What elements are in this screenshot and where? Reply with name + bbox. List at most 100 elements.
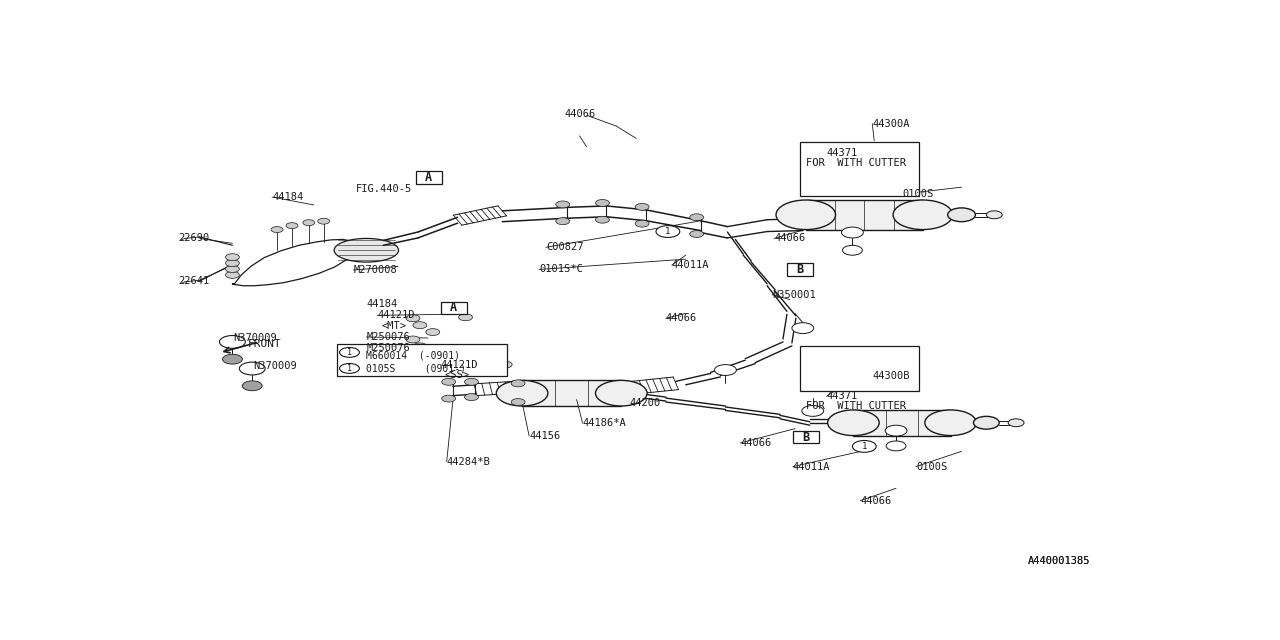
Circle shape <box>225 260 239 266</box>
Circle shape <box>225 266 239 273</box>
Circle shape <box>925 410 977 436</box>
Text: A: A <box>451 301 457 314</box>
Circle shape <box>511 380 525 387</box>
Text: A: A <box>425 172 433 184</box>
Circle shape <box>497 380 548 406</box>
Text: 44284*B: 44284*B <box>447 457 490 467</box>
Circle shape <box>458 314 472 321</box>
Text: M660014  (-0901): M660014 (-0901) <box>366 350 461 360</box>
Text: 44371: 44371 <box>827 148 858 158</box>
Bar <box>337 344 507 376</box>
Circle shape <box>225 271 239 278</box>
Text: 22641: 22641 <box>178 276 209 286</box>
Circle shape <box>801 406 823 417</box>
Circle shape <box>886 425 908 436</box>
Circle shape <box>987 211 1002 219</box>
Text: <MT>: <MT> <box>381 321 406 331</box>
Text: M270008: M270008 <box>353 265 397 275</box>
Text: 1: 1 <box>666 227 671 236</box>
Circle shape <box>426 349 440 356</box>
Text: M250076: M250076 <box>366 332 410 342</box>
Circle shape <box>595 380 648 406</box>
Text: 44186*A: 44186*A <box>582 418 626 428</box>
Text: C00827: C00827 <box>545 243 584 252</box>
Bar <box>440 301 466 314</box>
Circle shape <box>714 365 736 376</box>
Text: <SS>: <SS> <box>444 371 470 380</box>
Text: 44300A: 44300A <box>872 118 910 129</box>
Text: FOR  WITH CUTTER: FOR WITH CUTTER <box>806 158 906 168</box>
Text: FOR  WITH CUTTER: FOR WITH CUTTER <box>806 401 906 411</box>
Circle shape <box>842 245 863 255</box>
Text: N370009: N370009 <box>233 333 278 344</box>
Circle shape <box>1009 419 1024 427</box>
Text: 44011A: 44011A <box>672 260 709 270</box>
Circle shape <box>220 335 246 348</box>
Circle shape <box>657 226 680 237</box>
Bar <box>806 200 923 230</box>
Circle shape <box>595 216 609 223</box>
Bar <box>792 431 819 444</box>
Circle shape <box>442 378 456 385</box>
Text: 44066: 44066 <box>774 234 805 243</box>
Text: 0100S: 0100S <box>902 189 933 199</box>
Circle shape <box>406 315 420 322</box>
Circle shape <box>303 220 315 226</box>
Ellipse shape <box>334 239 398 262</box>
Text: M250076: M250076 <box>366 343 410 353</box>
Circle shape <box>947 208 975 221</box>
Text: B: B <box>803 431 809 444</box>
Circle shape <box>465 394 479 401</box>
Circle shape <box>490 355 504 361</box>
Text: 1: 1 <box>347 364 352 373</box>
Circle shape <box>841 227 863 238</box>
Circle shape <box>776 200 836 230</box>
Text: 44066: 44066 <box>860 495 892 506</box>
Text: 44066: 44066 <box>564 109 595 119</box>
Circle shape <box>635 204 649 211</box>
Text: 44066: 44066 <box>740 438 772 448</box>
Text: 44184: 44184 <box>366 300 398 310</box>
Circle shape <box>690 230 704 237</box>
Circle shape <box>792 323 814 333</box>
Text: A440001385: A440001385 <box>1028 556 1091 566</box>
Text: 44066: 44066 <box>666 313 698 323</box>
Circle shape <box>223 355 242 364</box>
Text: 44184: 44184 <box>273 192 303 202</box>
Text: 1: 1 <box>861 442 867 451</box>
Circle shape <box>406 336 420 343</box>
Text: 1: 1 <box>347 348 352 357</box>
Circle shape <box>556 218 570 225</box>
Text: 22690: 22690 <box>178 234 209 243</box>
Text: B: B <box>796 263 804 276</box>
Text: 44156: 44156 <box>529 431 561 440</box>
Bar <box>800 346 919 391</box>
Bar <box>416 172 442 184</box>
Circle shape <box>285 223 298 228</box>
Circle shape <box>339 364 360 373</box>
Circle shape <box>498 361 512 368</box>
Text: 44121D: 44121D <box>440 360 479 369</box>
Bar <box>787 263 813 276</box>
Circle shape <box>317 218 330 224</box>
Circle shape <box>442 395 456 402</box>
Circle shape <box>974 417 1000 429</box>
Text: 44300B: 44300B <box>872 371 910 381</box>
Bar <box>854 410 951 436</box>
Text: 44011A: 44011A <box>792 461 831 472</box>
Circle shape <box>893 200 952 230</box>
Text: FIG.440-5: FIG.440-5 <box>356 184 412 194</box>
Circle shape <box>886 441 906 451</box>
Circle shape <box>511 399 525 406</box>
Circle shape <box>225 253 239 260</box>
Text: A440001385: A440001385 <box>1028 556 1091 566</box>
Circle shape <box>271 227 283 232</box>
Circle shape <box>242 381 262 390</box>
Circle shape <box>690 214 704 221</box>
Circle shape <box>595 200 609 207</box>
Circle shape <box>852 440 877 452</box>
Text: 0100S: 0100S <box>916 461 947 472</box>
Circle shape <box>556 201 570 208</box>
Text: N370009: N370009 <box>253 361 297 371</box>
Text: 44200: 44200 <box>630 398 660 408</box>
